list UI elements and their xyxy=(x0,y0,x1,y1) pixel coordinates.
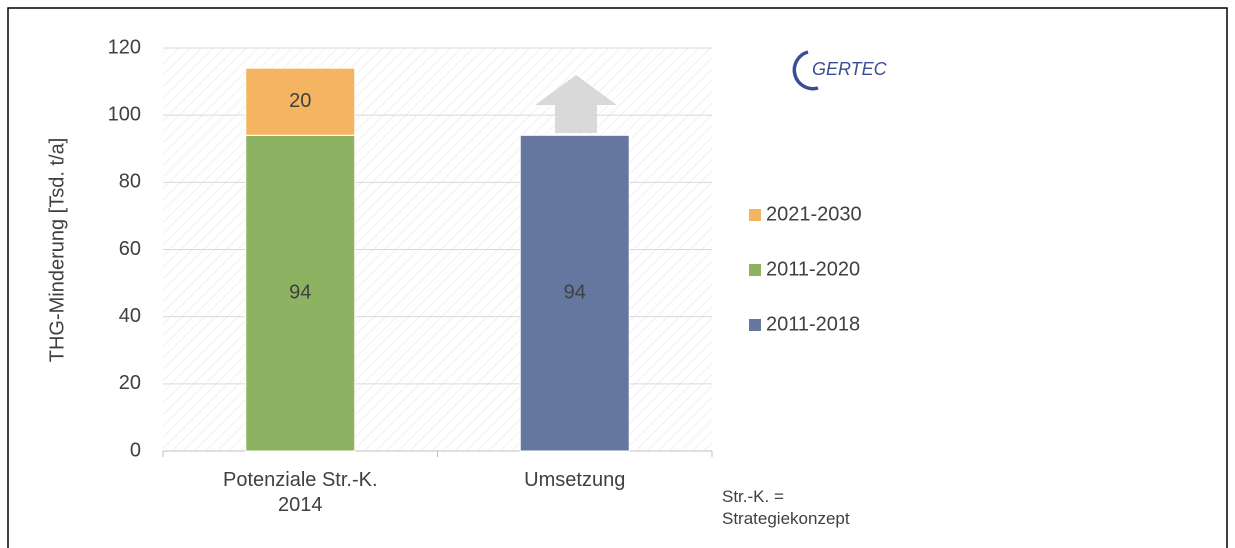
legend-label: 2011-2018 xyxy=(766,313,860,335)
annotation: Str.-K. = Strategiekonzept xyxy=(722,487,850,528)
arrow xyxy=(535,75,617,133)
bar-segment xyxy=(245,67,356,136)
y-tick-label: 120 xyxy=(108,36,141,58)
y-tick-label: 0 xyxy=(130,439,141,461)
y-tick-label: 40 xyxy=(119,305,141,327)
logo-mark xyxy=(792,50,819,91)
data-label: 20 xyxy=(289,90,311,112)
y-tick-label: 100 xyxy=(108,103,141,125)
legend-label: 2011-2020 xyxy=(766,258,860,280)
logo: GERTEC xyxy=(812,59,888,79)
data-label: 94 xyxy=(564,281,586,303)
bar-segment xyxy=(245,134,356,452)
legend-swatch xyxy=(749,319,761,331)
legend-swatch xyxy=(749,209,761,221)
y-tick-label: 20 xyxy=(119,372,141,394)
data-label: 94 xyxy=(289,281,311,303)
legend-label: 2021-2030 xyxy=(766,203,862,225)
x-tick-label: Potenziale Str.-K. 2014 xyxy=(222,469,378,516)
bar-segment xyxy=(519,134,630,452)
y-tick-label: 80 xyxy=(119,171,141,193)
frame xyxy=(7,7,1228,548)
x-tick-label: Umsetzung xyxy=(524,469,626,491)
y-axis-label: THG-Minderung [Tsd. t/a] xyxy=(46,138,68,363)
legend-swatch xyxy=(749,264,761,276)
y-tick-label: 60 xyxy=(119,238,141,260)
